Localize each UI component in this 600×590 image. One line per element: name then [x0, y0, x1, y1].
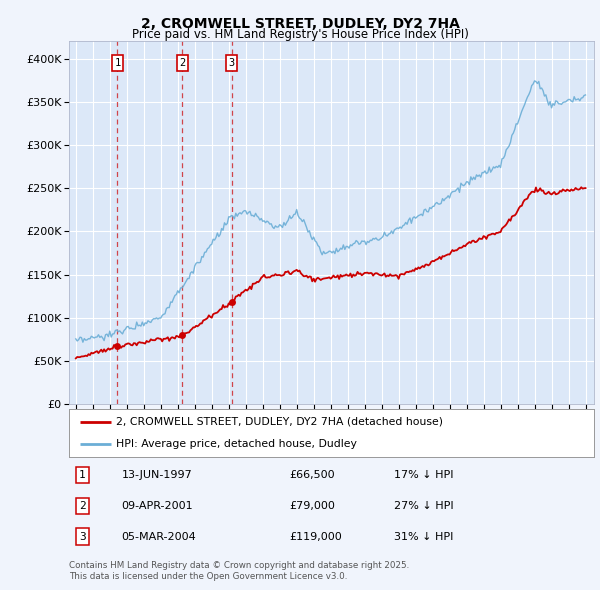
Text: 1: 1	[79, 470, 86, 480]
Text: 1: 1	[114, 58, 121, 68]
Text: 27% ↓ HPI: 27% ↓ HPI	[395, 501, 454, 511]
Text: 2: 2	[179, 58, 185, 68]
Text: 3: 3	[79, 532, 86, 542]
Text: £79,000: £79,000	[290, 501, 335, 511]
Text: 13-JUN-1997: 13-JUN-1997	[121, 470, 192, 480]
Text: 2, CROMWELL STREET, DUDLEY, DY2 7HA (detached house): 2, CROMWELL STREET, DUDLEY, DY2 7HA (det…	[116, 417, 443, 427]
Text: £66,500: £66,500	[290, 470, 335, 480]
Text: 09-APR-2001: 09-APR-2001	[121, 501, 193, 511]
Text: £119,000: £119,000	[290, 532, 342, 542]
Text: Price paid vs. HM Land Registry's House Price Index (HPI): Price paid vs. HM Land Registry's House …	[131, 28, 469, 41]
Text: 3: 3	[229, 58, 235, 68]
Text: 31% ↓ HPI: 31% ↓ HPI	[395, 532, 454, 542]
Text: This data is licensed under the Open Government Licence v3.0.: This data is licensed under the Open Gov…	[69, 572, 347, 581]
Text: 05-MAR-2004: 05-MAR-2004	[121, 532, 196, 542]
Text: HPI: Average price, detached house, Dudley: HPI: Average price, detached house, Dudl…	[116, 439, 357, 449]
Text: 2: 2	[79, 501, 86, 511]
Text: 2, CROMWELL STREET, DUDLEY, DY2 7HA: 2, CROMWELL STREET, DUDLEY, DY2 7HA	[140, 17, 460, 31]
Text: Contains HM Land Registry data © Crown copyright and database right 2025.: Contains HM Land Registry data © Crown c…	[69, 560, 409, 569]
Text: 17% ↓ HPI: 17% ↓ HPI	[395, 470, 454, 480]
